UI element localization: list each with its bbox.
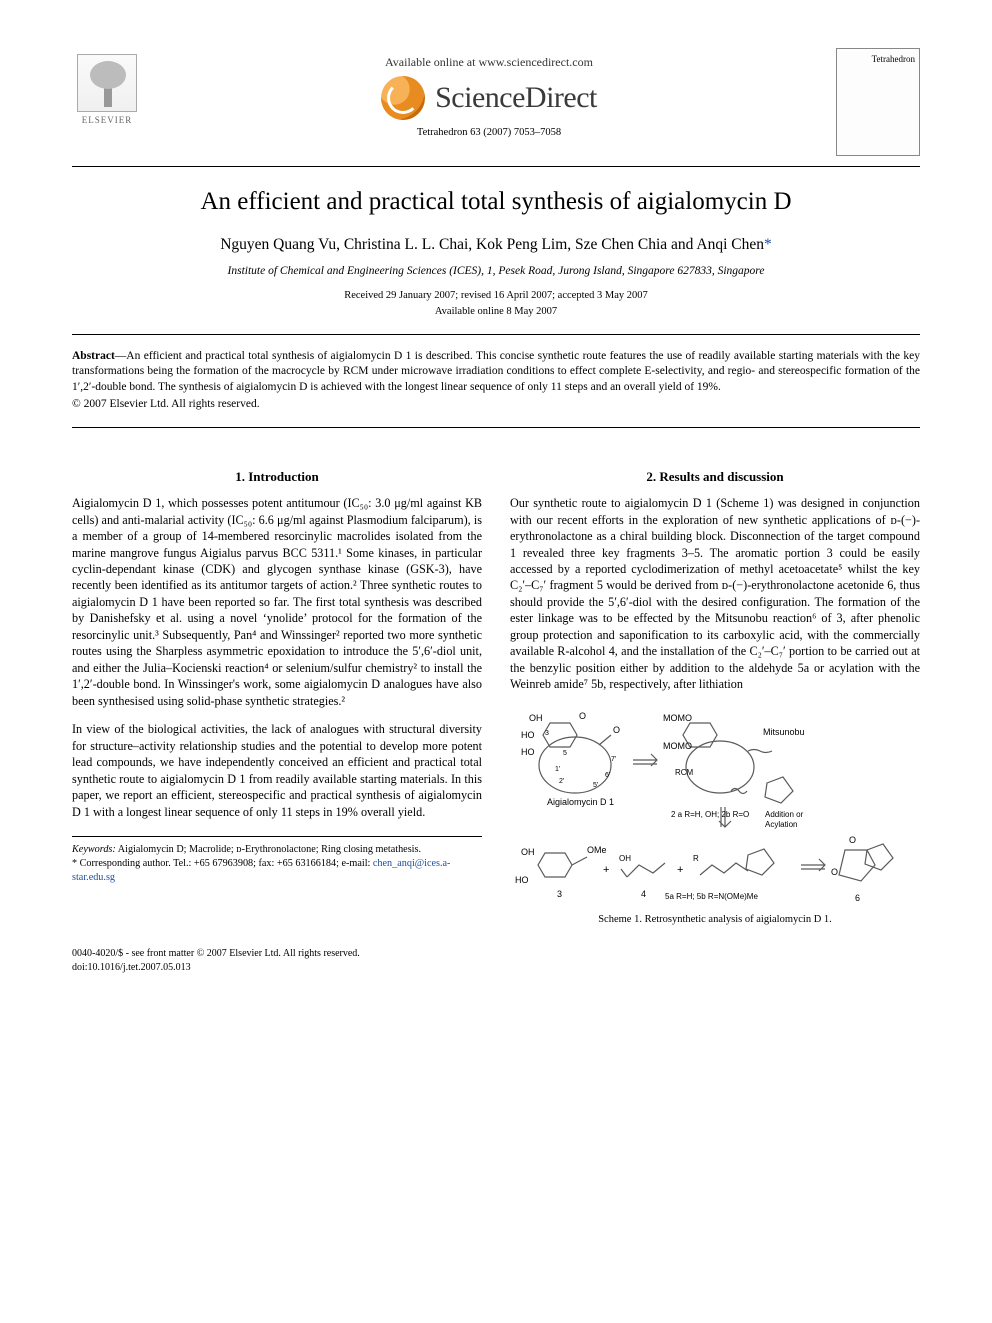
intro-paragraph-1: Aigialomycin D 1, which possesses potent…: [72, 495, 482, 709]
abstract-block: Abstract—An efficient and practical tota…: [72, 349, 920, 413]
label-acylation: Acylation: [765, 820, 797, 829]
intro-paragraph-2: In view of the biological activities, th…: [72, 721, 482, 820]
label-momo-1: MOMO: [663, 713, 692, 723]
scheme-1-figure: OH HO HO O O Aigialomycin D 1 MOMO MOMO …: [510, 705, 920, 928]
abstract-label: Abstract: [72, 350, 115, 362]
affiliation: Institute of Chemical and Engineering Sc…: [72, 264, 920, 280]
keywords-label: Keywords:: [72, 844, 116, 855]
sciencedirect-swirl-icon: [381, 76, 425, 120]
authors-line: Nguyen Quang Vu, Christina L. L. Chai, K…: [72, 235, 920, 256]
pos-5p: 5': [593, 782, 598, 789]
journal-cover: Tetrahedron: [836, 48, 920, 156]
pos-1p: 1': [555, 766, 560, 773]
elsevier-tree-icon: [77, 54, 137, 112]
body-columns: 1. Introduction Aigialomycin D 1, which …: [72, 468, 920, 928]
label-cmpd4: 4: [641, 889, 646, 899]
scheme-1-caption: Scheme 1. Retrosynthetic analysis of aig…: [510, 913, 920, 927]
label-plus-2: +: [677, 864, 683, 876]
abstract-copyright: © 2007 Elsevier Ltd. All rights reserved…: [72, 397, 920, 413]
pos-3: 3: [545, 730, 549, 737]
scheme-1-svg: OH HO HO O O Aigialomycin D 1 MOMO MOMO …: [510, 705, 920, 905]
article-title: An efficient and practical total synthes…: [72, 185, 920, 219]
sciencedirect-word: ScienceDirect: [435, 78, 597, 119]
keywords-line: Keywords: Aigialomycin D; Macrolide; ᴅ-E…: [72, 843, 482, 857]
front-matter-line: 0040-4020/$ - see front matter © 2007 El…: [72, 947, 920, 961]
label-plus-1: +: [603, 864, 609, 876]
header-rule: [72, 166, 920, 167]
pos-5: 5: [563, 750, 567, 757]
corresponding-text: * Corresponding author. Tel.: +65 679639…: [72, 858, 370, 869]
label-oh-b: OH: [521, 847, 535, 857]
bottom-meta: 0040-4020/$ - see front matter © 2007 El…: [72, 947, 920, 974]
pos-6p: 6': [605, 772, 610, 779]
doi-line: doi:10.1016/j.tet.2007.05.013: [72, 961, 920, 975]
pos-7p: 7': [611, 756, 616, 763]
abstract-text: —An efficient and practical total synthe…: [72, 350, 920, 393]
label-ome: OMe: [587, 845, 607, 855]
label-momo-2: MOMO: [663, 741, 692, 751]
label-oh: OH: [529, 713, 543, 723]
label-rcm: RCM: [675, 768, 694, 777]
label-ho-b: HO: [515, 875, 529, 885]
label-cmpd2: 2 a R=H, OH; 2b R=O: [671, 810, 749, 819]
label-ho-1: HO: [521, 730, 535, 740]
label-cmpd3: 3: [557, 889, 562, 899]
available-online-text: Available online at www.sciencedirect.co…: [142, 54, 836, 70]
authors-text: Nguyen Quang Vu, Christina L. L. Chai, K…: [220, 236, 764, 253]
left-column: 1. Introduction Aigialomycin D 1, which …: [72, 468, 482, 928]
label-cmpd5: 5a R=H; 5b R=N(OMe)Me: [665, 892, 758, 901]
label-oh-4: OH: [619, 854, 631, 863]
label-o-6b: O: [831, 867, 838, 877]
citation-line: Tetrahedron 63 (2007) 7053–7058: [142, 126, 836, 140]
available-line: Available online 8 May 2007: [72, 305, 920, 319]
label-o-6a: O: [849, 835, 856, 845]
keywords-text: Aigialomycin D; Macrolide; ᴅ-Erythronola…: [118, 844, 421, 855]
label-ho-2: HO: [521, 747, 535, 757]
sciencedirect-logo: ScienceDirect: [381, 76, 597, 120]
section-intro-heading: 1. Introduction: [72, 468, 482, 486]
center-header: Available online at www.sciencedirect.co…: [142, 48, 836, 140]
label-mitsunobu: Mitsunobu: [763, 727, 805, 737]
label-cmpd6: 6: [855, 893, 860, 903]
label-cmpd1: Aigialomycin D 1: [547, 797, 614, 807]
received-line: Received 29 January 2007; revised 16 Apr…: [72, 289, 920, 303]
results-paragraph-1: Our synthetic route to aigialomycin D 1 …: [510, 495, 920, 693]
section-results-heading: 2. Results and discussion: [510, 468, 920, 486]
abstract-bottom-rule: [72, 427, 920, 428]
elsevier-logo: ELSEVIER: [72, 48, 142, 126]
footnotes-block: Keywords: Aigialomycin D; Macrolide; ᴅ-E…: [72, 836, 482, 884]
label-o-2: O: [613, 725, 620, 735]
label-addition: Addition or: [765, 810, 804, 819]
elsevier-label: ELSEVIER: [82, 114, 133, 126]
pos-2p: 2': [559, 778, 564, 785]
right-column: 2. Results and discussion Our synthetic …: [510, 468, 920, 928]
page-header: ELSEVIER Available online at www.science…: [72, 48, 920, 156]
corresponding-author-mark[interactable]: *: [764, 236, 772, 253]
label-r: R: [693, 854, 699, 863]
label-o-1: O: [579, 711, 586, 721]
journal-name: Tetrahedron: [841, 53, 915, 65]
corresponding-line: * Corresponding author. Tel.: +65 679639…: [72, 857, 482, 885]
abstract-top-rule: [72, 334, 920, 335]
